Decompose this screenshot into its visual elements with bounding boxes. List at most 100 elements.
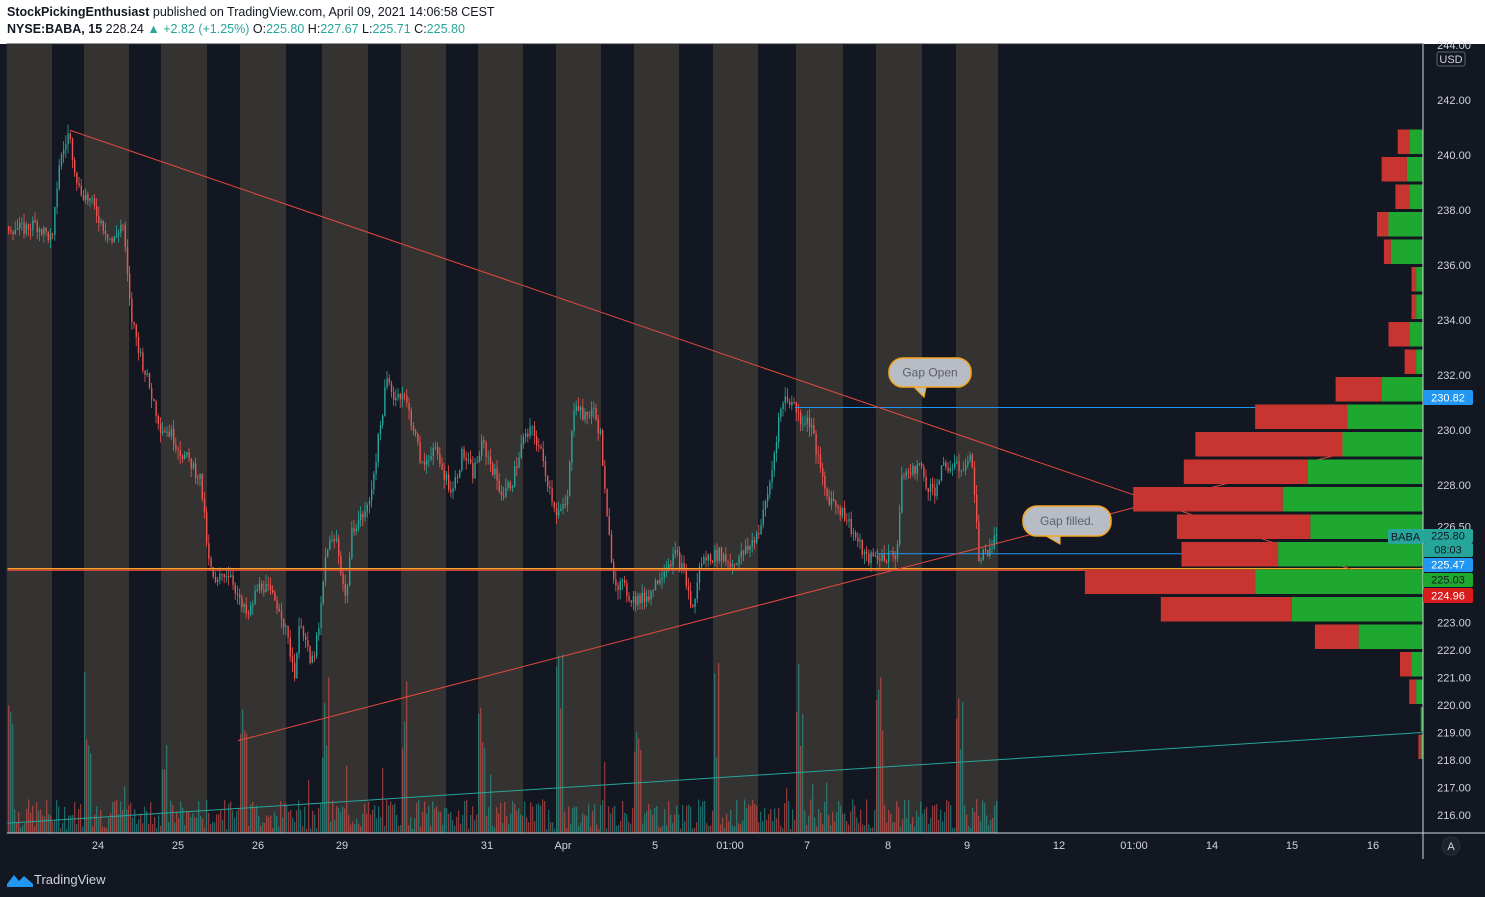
candle-body bbox=[648, 596, 650, 600]
volume-bar bbox=[132, 817, 134, 833]
time-axis[interactable]: 24 25 26 29 31 Apr 5 01:00 7 8 9 12 01:00 14 15 16 bbox=[92, 840, 1379, 852]
volume-bar bbox=[646, 811, 648, 833]
price-chart[interactable]: Gap Open Gap filled. 244.00 242.00 240.00 23… bbox=[0, 0, 1485, 861]
volume-bar bbox=[580, 822, 582, 833]
volume-bar bbox=[240, 733, 242, 833]
volume-bar bbox=[118, 814, 120, 833]
volume-bar bbox=[960, 748, 962, 833]
candle-body bbox=[808, 417, 811, 428]
volume-bar bbox=[538, 803, 540, 833]
candle-body bbox=[214, 576, 217, 583]
candle-body bbox=[16, 228, 19, 230]
volume-bar bbox=[422, 811, 424, 833]
candle-body bbox=[239, 594, 241, 598]
volume-bar bbox=[778, 808, 780, 833]
vp-up-bar bbox=[1416, 679, 1423, 704]
candle-body bbox=[454, 477, 456, 489]
x-tick-label: 8 bbox=[885, 840, 891, 852]
candle-body bbox=[674, 550, 676, 555]
volume-bar bbox=[498, 813, 500, 833]
footer-brand[interactable]: TradingView bbox=[34, 872, 106, 887]
y-tick-label: 230.00 bbox=[1437, 425, 1471, 437]
candle-body bbox=[395, 397, 397, 400]
volume-bar bbox=[342, 806, 344, 833]
gap-open-callout[interactable] bbox=[888, 357, 972, 388]
volume-bar bbox=[768, 814, 770, 833]
label-225-47: 225.47 bbox=[1431, 560, 1465, 572]
volume-bar bbox=[900, 827, 902, 833]
volume-bar bbox=[988, 825, 990, 833]
volume-bar bbox=[978, 816, 980, 833]
author-name[interactable]: StockPickingEnthusiast bbox=[7, 5, 150, 19]
candle-body bbox=[562, 503, 564, 509]
candle-body bbox=[384, 387, 386, 416]
volume-bar bbox=[532, 806, 534, 833]
volume-bar bbox=[256, 805, 258, 833]
candle-body bbox=[833, 498, 835, 502]
candle-body bbox=[883, 553, 885, 561]
volume-bar bbox=[762, 820, 764, 833]
volume-bar bbox=[326, 745, 328, 833]
candle-body bbox=[553, 501, 555, 508]
volume-bar bbox=[994, 805, 996, 833]
candle-body bbox=[859, 540, 861, 542]
close-label: C: bbox=[414, 22, 427, 36]
candle-body bbox=[382, 415, 384, 426]
volume-bar bbox=[946, 799, 948, 833]
volume-bar bbox=[666, 825, 668, 833]
vp-down-bar bbox=[1084, 569, 1256, 594]
volume-bar bbox=[660, 827, 662, 833]
volume-bar bbox=[252, 802, 254, 833]
long-term-support[interactable] bbox=[6, 732, 1423, 824]
volume-bar bbox=[784, 803, 786, 833]
candle-body bbox=[978, 522, 980, 562]
volume-bar bbox=[598, 828, 600, 833]
session-shade bbox=[713, 44, 758, 833]
candle-body bbox=[87, 194, 89, 201]
vp-down-bar bbox=[1411, 267, 1417, 292]
candle-body bbox=[826, 488, 828, 497]
ascending-trendline[interactable] bbox=[237, 432, 1423, 742]
candle-body bbox=[210, 558, 212, 568]
candle-body bbox=[951, 467, 954, 469]
volume-bar bbox=[564, 811, 566, 833]
candle-body bbox=[89, 198, 91, 201]
candle-body bbox=[322, 581, 324, 604]
volume-bar bbox=[134, 809, 136, 833]
volume-bar bbox=[500, 802, 502, 833]
price-axis[interactable]: 244.00 242.00 240.00 238.00 236.00 234.00 232.… bbox=[1437, 40, 1471, 822]
volume-bar bbox=[336, 806, 338, 833]
candle-body bbox=[683, 562, 685, 570]
symbol-label[interactable]: NYSE:BABA, 15 bbox=[7, 22, 103, 36]
candle-body bbox=[371, 489, 373, 501]
candle-body bbox=[555, 507, 558, 516]
price-change: ▲ +2.82 (+1.25%) bbox=[147, 22, 250, 36]
candle-body bbox=[718, 547, 720, 561]
candle-body bbox=[751, 540, 753, 546]
gap-filled-callout[interactable] bbox=[1022, 505, 1112, 537]
candle-body bbox=[302, 626, 305, 637]
volume-bar bbox=[178, 818, 180, 833]
session-shade bbox=[956, 44, 998, 833]
candle-body bbox=[841, 507, 844, 516]
volume-bar bbox=[396, 814, 398, 833]
volume-bar bbox=[558, 655, 560, 833]
currency-badge[interactable] bbox=[1436, 51, 1466, 67]
candle-body bbox=[520, 444, 522, 458]
auto-scale-button[interactable] bbox=[1441, 836, 1461, 856]
candle-body bbox=[641, 592, 643, 604]
volume-bar bbox=[14, 809, 16, 833]
volume-bar bbox=[682, 805, 684, 833]
candle-body bbox=[439, 454, 441, 464]
volume-bar bbox=[442, 824, 444, 833]
candle-body bbox=[144, 370, 146, 375]
volume-bar bbox=[518, 808, 520, 833]
candle-body bbox=[241, 597, 243, 608]
candle-body bbox=[756, 533, 758, 543]
volume-bar bbox=[380, 817, 382, 833]
volume-bar bbox=[916, 810, 918, 833]
candle-body bbox=[25, 224, 27, 234]
volume-bar bbox=[460, 823, 462, 833]
candle-body bbox=[716, 549, 718, 561]
volume-bar bbox=[948, 801, 950, 833]
